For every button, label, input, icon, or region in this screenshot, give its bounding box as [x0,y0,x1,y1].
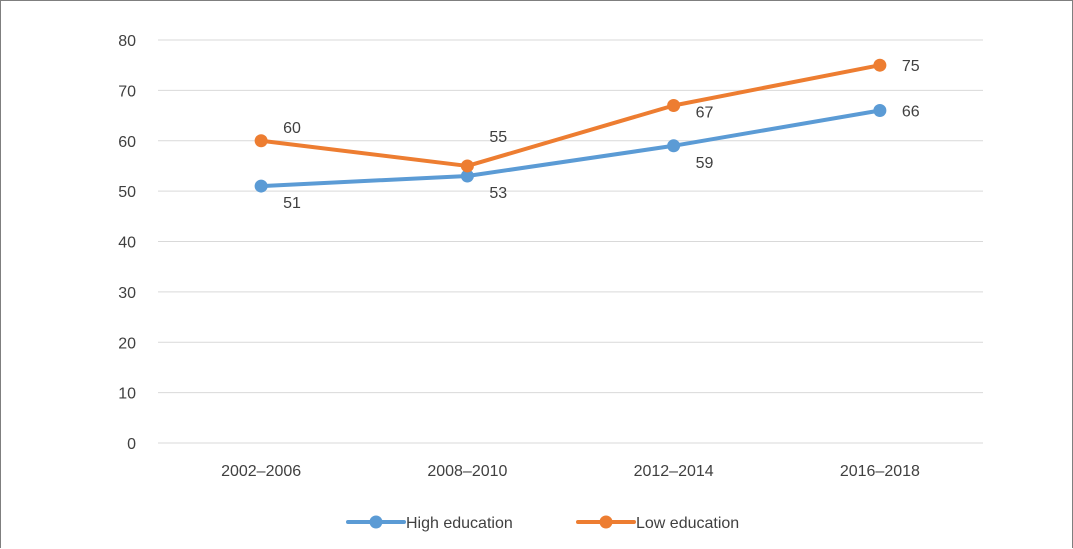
x-tick-label: 2016–2018 [840,463,920,480]
data-point [873,104,887,118]
y-tick-label: 20 [118,335,136,352]
data-label: 59 [696,155,714,172]
legend-marker [369,515,383,529]
y-tick-label: 50 [118,184,136,201]
data-label: 53 [489,185,507,202]
data-point [873,58,887,72]
data-point [460,169,474,183]
series-group [254,58,887,193]
y-tick-label: 40 [118,235,136,252]
y-tick-label: 60 [118,134,136,151]
gridlines [158,39,983,444]
x-tick-label: 2012–2014 [634,463,714,480]
data-point [460,159,474,173]
series-line [259,63,882,168]
legend-label: High education [406,515,513,532]
legend: High education Low education [346,515,739,532]
legend-label: Low education [636,515,739,532]
data-label: 51 [283,195,301,212]
y-tick-label: 30 [118,285,136,302]
data-labels: 51 53 59 66 60 55 67 75 [283,58,920,212]
data-label: 55 [489,129,507,146]
y-tick-label: 0 [127,436,136,453]
x-tick-label: 2008–2010 [427,463,507,480]
x-tick-label: 2002–2006 [221,463,301,480]
y-tick-label: 10 [118,386,136,403]
data-label: 66 [902,104,920,121]
y-axis: 0 10 20 30 40 50 60 70 80 [118,33,136,453]
series-line [259,108,882,189]
y-tick-label: 70 [118,83,136,100]
data-point [667,139,681,153]
data-point [254,179,268,193]
y-tick-label: 80 [118,33,136,50]
data-point [254,134,268,148]
data-label: 67 [696,104,714,121]
x-axis: 2002–2006 2008–2010 2012–2014 2016–2018 [221,463,920,480]
data-label: 60 [283,120,301,137]
data-label: 75 [902,58,920,75]
data-point [667,98,681,112]
legend-marker [599,515,613,529]
